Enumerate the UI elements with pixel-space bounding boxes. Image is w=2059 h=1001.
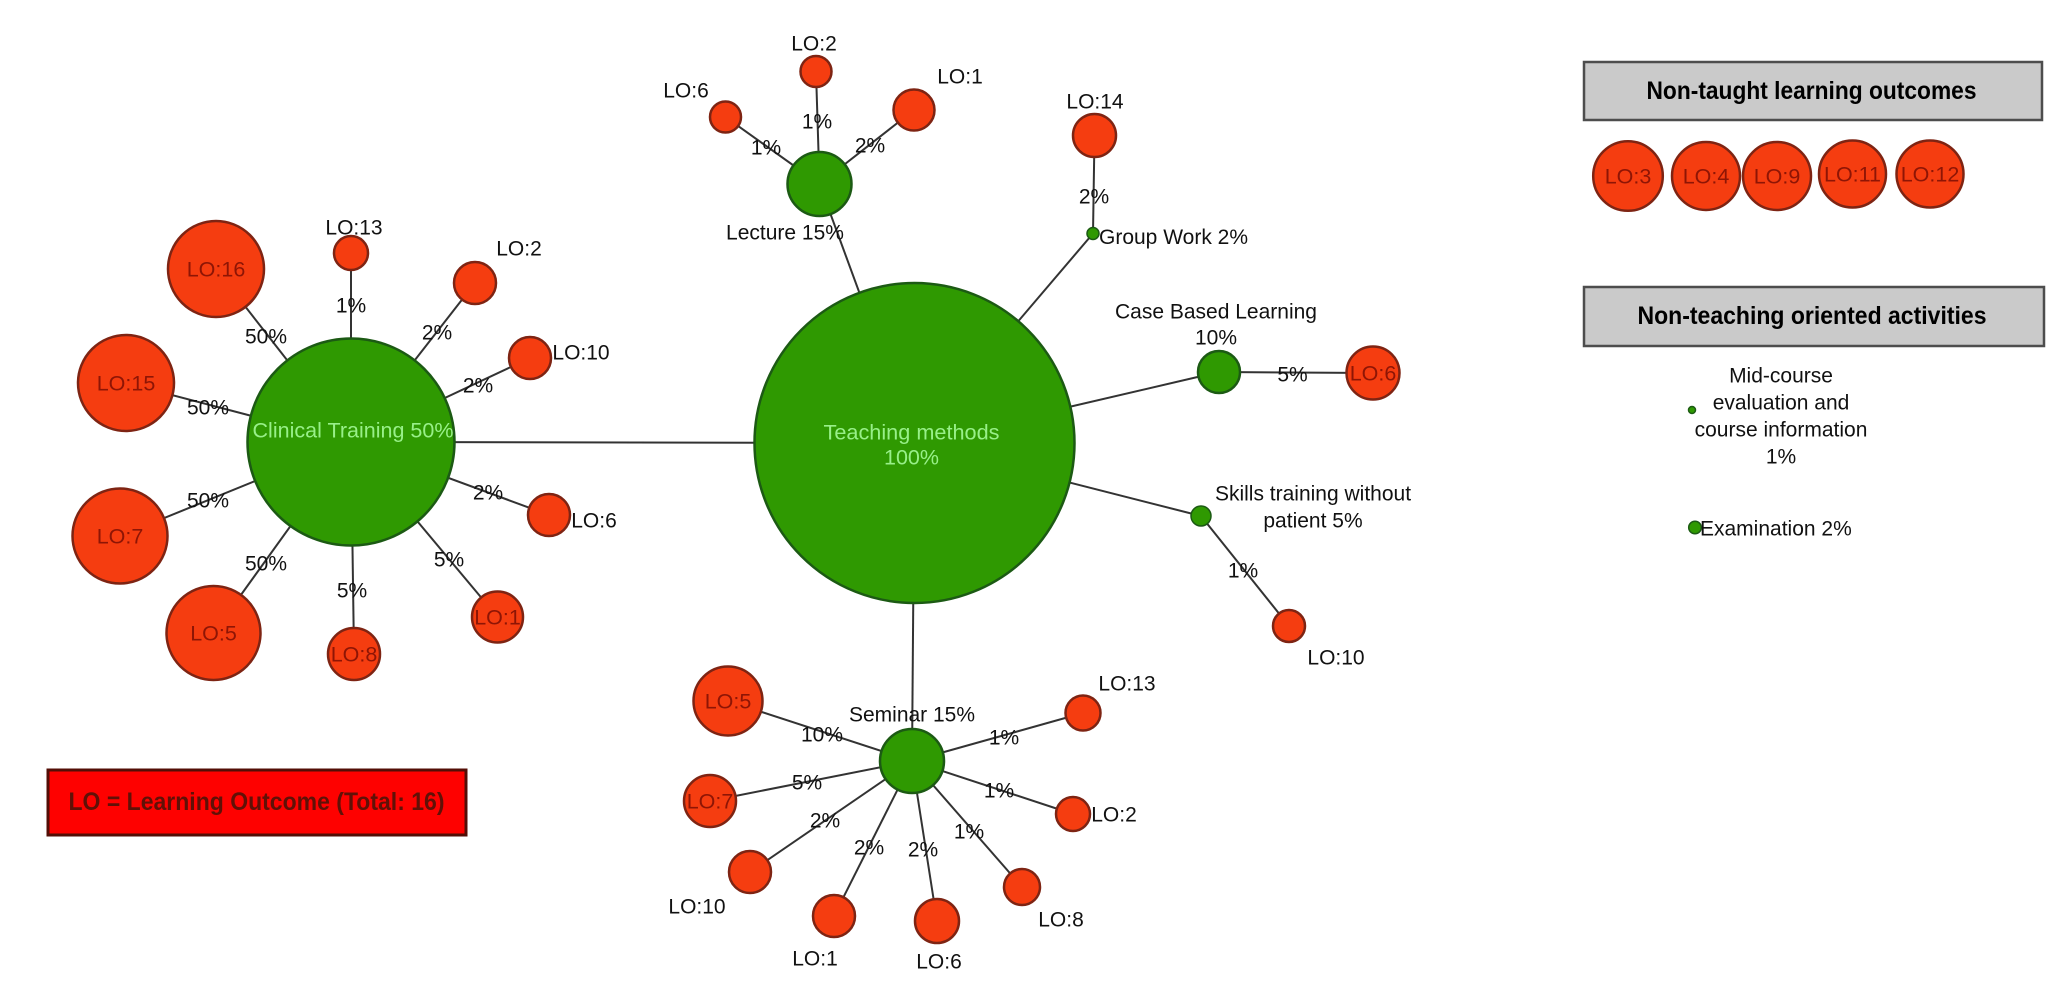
svg-text:LO:12: LO:12 xyxy=(1901,163,1960,187)
svg-text:2%: 2% xyxy=(854,837,884,860)
svg-text:LO:6: LO:6 xyxy=(571,510,617,533)
svg-text:50%: 50% xyxy=(245,553,287,576)
svg-text:2%: 2% xyxy=(1079,186,1109,209)
svg-text:1%: 1% xyxy=(1228,560,1258,583)
svg-text:Clinical Training 50%: Clinical Training 50% xyxy=(253,419,454,443)
svg-text:LO:13: LO:13 xyxy=(325,217,382,240)
svg-text:LO:14: LO:14 xyxy=(1066,91,1124,114)
svg-text:Skills training without: Skills training without xyxy=(1215,483,1411,506)
svg-text:1%: 1% xyxy=(751,137,781,160)
svg-text:LO:10: LO:10 xyxy=(668,896,725,919)
svg-text:1%: 1% xyxy=(989,727,1019,750)
svg-text:patient 5%: patient 5% xyxy=(1263,510,1362,533)
svg-text:LO:6: LO:6 xyxy=(916,951,962,974)
svg-text:LO:13: LO:13 xyxy=(1098,673,1155,696)
svg-text:LO = Learning Outcome (Total:: LO = Learning Outcome (Total: 16) xyxy=(69,788,445,816)
svg-text:Seminar 15%: Seminar 15% xyxy=(849,704,975,727)
svg-text:1%: 1% xyxy=(1766,446,1796,469)
svg-text:evaluation and: evaluation and xyxy=(1713,392,1850,415)
svg-text:LO:2: LO:2 xyxy=(496,238,542,261)
svg-text:5%: 5% xyxy=(434,549,464,572)
svg-text:LO:1: LO:1 xyxy=(474,606,521,630)
svg-text:LO:1: LO:1 xyxy=(792,948,838,971)
svg-text:2%: 2% xyxy=(473,482,503,505)
svg-text:2%: 2% xyxy=(463,375,493,398)
svg-text:50%: 50% xyxy=(187,397,229,420)
svg-text:LO:8: LO:8 xyxy=(1038,909,1084,932)
svg-text:10%: 10% xyxy=(801,724,843,747)
svg-text:2%: 2% xyxy=(422,322,452,345)
svg-text:50%: 50% xyxy=(187,490,229,513)
svg-text:LO:5: LO:5 xyxy=(705,690,752,714)
svg-text:LO:9: LO:9 xyxy=(1754,165,1801,189)
svg-text:LO:6: LO:6 xyxy=(663,80,709,103)
svg-text:100%: 100% xyxy=(884,446,939,470)
svg-text:2%: 2% xyxy=(908,839,938,862)
svg-text:Case Based Learning: Case Based Learning xyxy=(1115,301,1317,324)
svg-text:LO:7: LO:7 xyxy=(687,790,734,814)
svg-text:LO:2: LO:2 xyxy=(1091,804,1137,827)
svg-text:LO:11: LO:11 xyxy=(1824,163,1881,187)
svg-text:LO:6: LO:6 xyxy=(1350,362,1397,386)
svg-text:LO:10: LO:10 xyxy=(552,342,609,365)
svg-text:Non-taught learning outcomes: Non-taught learning outcomes xyxy=(1647,77,1977,105)
svg-text:Teaching methods: Teaching methods xyxy=(824,421,1000,445)
svg-text:Examination 2%: Examination 2% xyxy=(1700,518,1852,541)
svg-text:5%: 5% xyxy=(1277,364,1307,387)
svg-text:10%: 10% xyxy=(1195,327,1237,350)
svg-text:5%: 5% xyxy=(792,772,822,795)
svg-text:1%: 1% xyxy=(984,780,1014,803)
svg-text:LO:5: LO:5 xyxy=(190,622,237,646)
svg-text:LO:15: LO:15 xyxy=(97,372,156,396)
svg-text:2%: 2% xyxy=(855,135,885,158)
svg-text:1%: 1% xyxy=(802,111,832,134)
svg-text:LO:2: LO:2 xyxy=(791,33,837,56)
svg-text:LO:7: LO:7 xyxy=(97,525,144,549)
svg-text:LO:10: LO:10 xyxy=(1307,647,1364,670)
svg-text:LO:8: LO:8 xyxy=(331,643,378,667)
svg-text:Mid-course: Mid-course xyxy=(1729,365,1833,388)
svg-text:1%: 1% xyxy=(954,821,984,844)
svg-text:1%: 1% xyxy=(336,295,366,318)
svg-text:Group Work 2%: Group Work 2% xyxy=(1099,226,1248,249)
svg-text:LO:4: LO:4 xyxy=(1683,165,1730,189)
svg-text:LO:3: LO:3 xyxy=(1605,165,1652,189)
svg-text:LO:1: LO:1 xyxy=(937,66,983,89)
svg-text:Lecture 15%: Lecture 15% xyxy=(726,222,844,245)
svg-text:LO:16: LO:16 xyxy=(187,258,246,282)
svg-text:course information: course information xyxy=(1695,419,1868,442)
svg-text:5%: 5% xyxy=(337,580,367,603)
svg-text:Non-teaching oriented activiti: Non-teaching oriented activities xyxy=(1638,302,1987,330)
svg-text:2%: 2% xyxy=(810,810,840,833)
svg-text:50%: 50% xyxy=(245,326,287,349)
